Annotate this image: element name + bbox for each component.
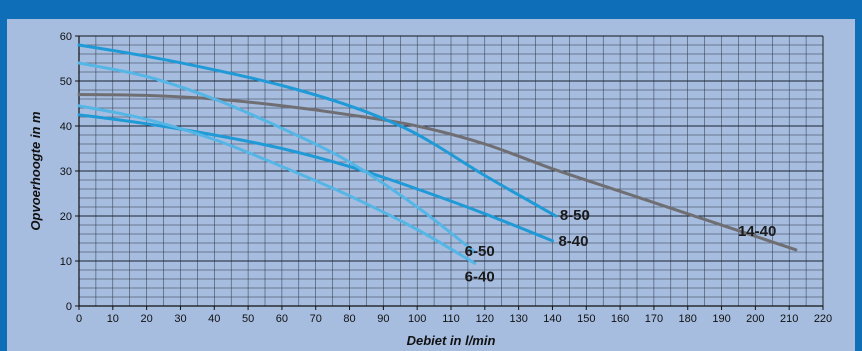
x-tick-label: 70 xyxy=(310,313,322,325)
series-line-8-50 xyxy=(77,43,558,218)
x-tick-label: 190 xyxy=(712,313,730,325)
x-tick-label: 80 xyxy=(343,313,355,325)
x-tick-label: 110 xyxy=(442,313,460,325)
series-line-8-40 xyxy=(77,113,554,243)
series-label-6-40: 6-40 xyxy=(465,268,495,285)
x-tick-label: 130 xyxy=(509,313,527,325)
x-tick-label: 60 xyxy=(276,313,288,325)
series-layer xyxy=(77,43,798,265)
y-tick-label: 10 xyxy=(60,256,72,268)
x-tick-label: 220 xyxy=(814,313,832,325)
x-tick-label: 210 xyxy=(780,313,798,325)
tick-labels: 0 10 20 30 40 50 60 70 80 90 100 110 120 130 140 150 160… xyxy=(60,31,832,325)
x-tick-label: 0 xyxy=(76,313,82,325)
series-label-14-40: 14-40 xyxy=(738,223,776,240)
y-tick-label: 40 xyxy=(60,121,72,133)
y-tick-label: 50 xyxy=(60,76,72,88)
x-tick-label: 100 xyxy=(408,313,426,325)
x-tick-label: 200 xyxy=(746,313,764,325)
series-label-8-50: 8-50 xyxy=(560,207,590,224)
series-line-6-50 xyxy=(77,61,477,254)
y-tick-label: 20 xyxy=(60,211,72,223)
x-tick-label: 120 xyxy=(476,313,494,325)
series-label-8-40: 8-40 xyxy=(558,233,588,250)
x-tick-label: 150 xyxy=(577,313,595,325)
x-tick-label: 20 xyxy=(141,313,153,325)
x-tick-label: 90 xyxy=(377,313,389,325)
series-label-6-50: 6-50 xyxy=(465,243,495,260)
x-tick-label: 160 xyxy=(611,313,629,325)
y-tick-label: 0 xyxy=(66,301,72,313)
y-tick-label: 60 xyxy=(60,31,72,43)
series-labels: 14-40 8-50 8-40 6-50 6-40 xyxy=(465,207,777,285)
x-axis-title: Debiet in l/min xyxy=(407,333,496,348)
x-tick-label: 40 xyxy=(208,313,220,325)
y-axis-title: Opvoerhoogte in m xyxy=(28,111,43,231)
series-line-14-40 xyxy=(77,93,798,252)
x-tick-label: 50 xyxy=(242,313,254,325)
y-tick-label: 30 xyxy=(60,166,72,178)
x-tick-label: 10 xyxy=(107,313,119,325)
series-line-6-40 xyxy=(77,104,477,265)
x-tick-label: 180 xyxy=(679,313,697,325)
x-tick-label: 30 xyxy=(174,313,186,325)
x-tick-label: 140 xyxy=(543,313,561,325)
x-tick-label: 170 xyxy=(645,313,663,325)
